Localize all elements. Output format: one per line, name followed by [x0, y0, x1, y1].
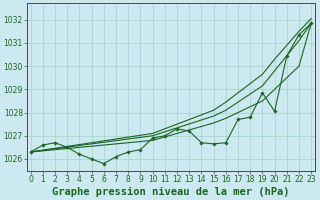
X-axis label: Graphe pression niveau de la mer (hPa): Graphe pression niveau de la mer (hPa): [52, 186, 290, 197]
